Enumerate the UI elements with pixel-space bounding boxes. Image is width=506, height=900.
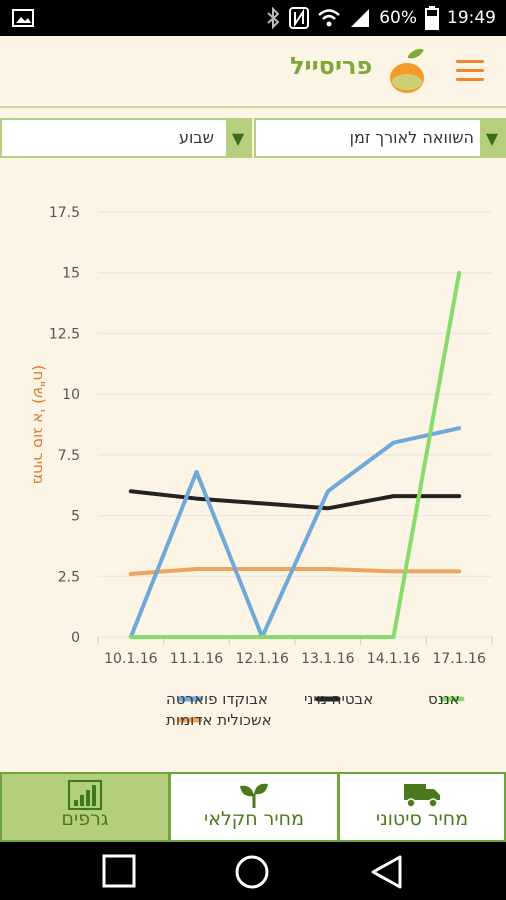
app-bar: פריסייל — [0, 36, 506, 108]
recent-apps-icon[interactable] — [102, 854, 136, 888]
period-dropdown[interactable]: ▼ שבוע — [0, 118, 252, 158]
wifi-icon — [318, 9, 341, 27]
x-tick-label: 13.1.16 — [301, 651, 355, 667]
system-nav-bar — [0, 842, 506, 900]
battery-percent: 60% — [379, 8, 417, 28]
status-icons: 60% 19:49 — [265, 0, 496, 36]
y-tick-label: 2.5 — [58, 569, 80, 585]
dropdown-arrow-icon: ▼ — [480, 120, 504, 156]
tab-graphs[interactable]: גרפים — [0, 772, 170, 842]
clock: 19:49 — [447, 8, 496, 28]
legend-label: אננס — [428, 690, 460, 708]
legend-label: אבוקדו פוארטה — [166, 690, 268, 708]
y-tick-label: 17.5 — [49, 205, 80, 221]
x-tick-label: 11.1.16 — [170, 651, 224, 667]
tab-farmer-price-label: מחיר חקלאי — [204, 808, 304, 830]
image-icon — [12, 9, 34, 27]
bluetooth-icon — [267, 7, 280, 29]
bottom-tab-bar: גרפים מחיר חקלאי מחיר סיטוני — [0, 772, 506, 842]
y-tick-label: 0 — [71, 630, 80, 646]
x-tick-label: 14.1.16 — [367, 651, 421, 667]
truck-icon — [404, 784, 440, 808]
x-tick-label: 17.1.16 — [432, 651, 486, 667]
y-tick-label: 10 — [62, 387, 80, 403]
y-tick-label: 12.5 — [49, 326, 80, 342]
hamburger-menu-icon[interactable] — [456, 60, 484, 82]
nfc-icon — [289, 7, 310, 29]
legend-label: אבטיח מיני — [304, 690, 373, 708]
tab-farmer-price[interactable]: מחיר חקלאי — [169, 772, 339, 842]
battery-icon — [425, 6, 439, 30]
dropdown-arrow-icon: ▼ — [226, 120, 250, 156]
comparison-dropdown[interactable]: ▼ השוואה לאורך זמן — [254, 118, 506, 158]
y-tick-label: 15 — [62, 266, 80, 282]
signal-icon — [351, 9, 370, 27]
bar-chart-icon — [68, 780, 102, 810]
back-icon[interactable] — [370, 854, 404, 890]
home-icon[interactable] — [234, 854, 270, 890]
filters-bar: ▼ שבוע ▼ השוואה לאורך זמן — [0, 118, 506, 160]
tab-wholesale-price-label: מחיר סיטוני — [375, 808, 469, 830]
chart-area: 0 2.5 5 7.5 10 12.5 15 17.5 10.1.16 11.1.16 12.1.1… — [0, 168, 506, 772]
tab-graphs-label: גרפים — [61, 808, 109, 830]
y-tick-label: 5 — [71, 509, 80, 525]
comparison-value: השוואה לאורך זמן — [349, 128, 474, 147]
price-line-chart: 0 2.5 5 7.5 10 12.5 15 17.5 10.1.16 11.1.16 12.1.1… — [30, 205, 493, 729]
series-line — [128, 426, 462, 639]
series-line — [128, 567, 462, 576]
logo-icon — [390, 48, 424, 93]
brand-name: פריסייל — [290, 52, 373, 80]
plant-icon — [240, 783, 268, 808]
series-line — [128, 270, 462, 639]
legend-label: אשכולית אדומות — [166, 711, 272, 729]
period-value: שבוע — [179, 128, 214, 147]
status-bar: 60% 19:49 — [0, 0, 506, 36]
tab-wholesale-price[interactable]: מחיר סיטוני — [338, 772, 506, 842]
series-line — [128, 489, 462, 511]
x-tick-label: 12.1.16 — [235, 651, 289, 667]
y-tick-label: 7.5 — [58, 448, 80, 464]
x-tick-label: 10.1.16 — [104, 651, 158, 667]
y-axis-label: מחיר סוג א' (ש"ח) — [30, 365, 48, 484]
